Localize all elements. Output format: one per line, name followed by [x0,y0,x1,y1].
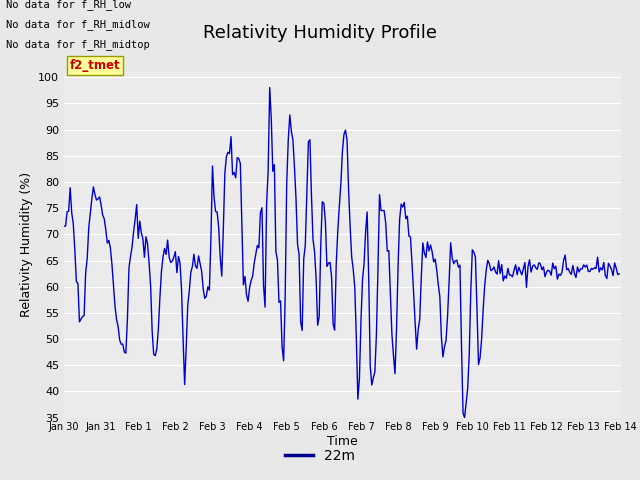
Text: No data for f_RH_midtop: No data for f_RH_midtop [6,39,150,50]
Text: Relativity Humidity Profile: Relativity Humidity Profile [203,24,437,42]
Text: f2_tmet: f2_tmet [70,59,120,72]
Text: No data for f_RH_low: No data for f_RH_low [6,0,131,10]
Text: No data for f_RH_midlow: No data for f_RH_midlow [6,19,150,30]
X-axis label: Time: Time [327,435,358,448]
Y-axis label: Relativity Humidity (%): Relativity Humidity (%) [20,172,33,317]
Legend: 22m: 22m [280,443,360,468]
